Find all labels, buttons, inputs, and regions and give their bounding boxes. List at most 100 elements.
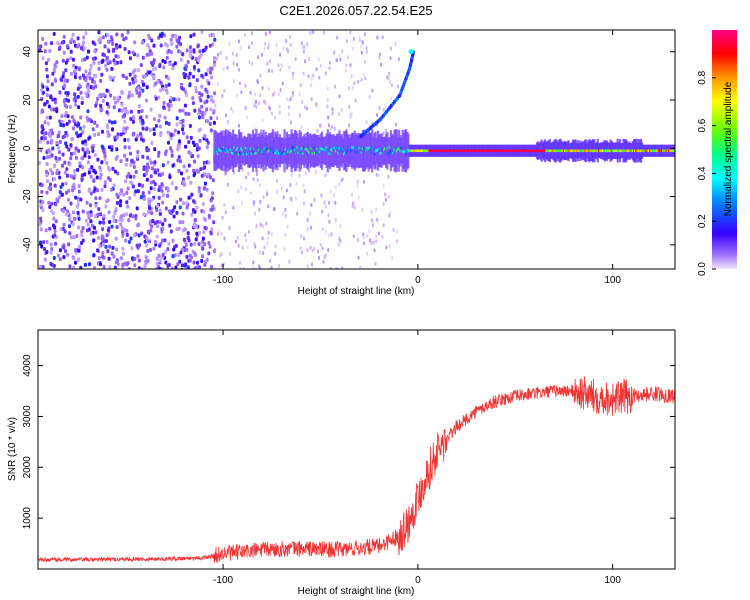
spectrogram-sparse-cell: [375, 239, 378, 244]
carrier-core: [216, 152, 219, 156]
carrier-core: [426, 149, 429, 153]
spectrogram-noise-cell: [166, 263, 170, 268]
carrier-core: [615, 149, 618, 153]
snr-frame: [37, 329, 676, 570]
spectrogram-sparse-cell: [362, 232, 365, 237]
spectrogram-noise-cell: [204, 260, 208, 265]
carrier-core: [393, 148, 396, 151]
spectrogram-noise-cell: [161, 171, 164, 176]
carrier-core: [267, 150, 270, 154]
spectrogram-noise-cell: [64, 130, 68, 135]
carrier-core: [285, 151, 288, 155]
spectrogram-sparse-cell: [339, 238, 342, 243]
spectrogram-sparse-cell: [246, 245, 249, 250]
spectrogram-noise-cell: [156, 79, 160, 84]
spectrogram-sparse-cell: [376, 35, 379, 40]
spectrogram-noise-cell: [180, 86, 184, 91]
spectrogram-noise-cell: [73, 169, 76, 173]
spectrogram-sparse-cell: [228, 226, 231, 231]
spectrogram-noise-cell: [193, 266, 197, 269]
spectrogram-sparse-cell: [270, 266, 273, 269]
spectrogram-sparse-cell: [261, 86, 264, 90]
carrier-core: [623, 149, 626, 153]
spectrogram-noise-cell: [102, 213, 106, 218]
carrier-core: [596, 149, 599, 153]
carrier-core: [461, 149, 464, 153]
spectrogram-sparse-cell: [306, 227, 309, 232]
carrier-core: [236, 147, 239, 150]
carrier-halo: [258, 137, 262, 165]
spectrogram-sparse-cell: [334, 185, 337, 190]
spectrogram-sparse-cell: [368, 229, 371, 234]
spectrogram-noise-cell: [189, 135, 193, 140]
spectrogram-noise-cell: [58, 42, 62, 47]
spectrogram-noise-cell: [161, 193, 165, 198]
colorbar-tick-label: 0.6: [697, 118, 708, 132]
carrier-core: [538, 149, 541, 153]
spectrogram-noise-cell: [70, 37, 74, 42]
spectrogram-sparse-cell: [362, 72, 365, 77]
spectrogram-noise-cell: [115, 225, 119, 230]
spectrogram-noise-cell: [204, 45, 208, 50]
spectrogram-sparse-cell: [394, 122, 397, 127]
spectrogram-noise-cell: [137, 222, 140, 227]
spectrogram-noise-cell: [181, 127, 185, 132]
carrier-halo: [279, 137, 283, 164]
spectrogram-noise-cell: [45, 190, 49, 195]
spectrogram-noise-cell: [89, 191, 93, 196]
spectrogram-noise-cell: [138, 243, 141, 248]
spectrogram-sparse-cell: [236, 235, 239, 240]
spectrogram-noise-cell: [178, 50, 182, 55]
spectrogram-noise-cell: [81, 73, 85, 78]
spectrogram-noise-cell: [170, 149, 174, 154]
spectrogram-noise-cell: [46, 79, 50, 84]
spectrogram-noise-cell: [88, 203, 92, 208]
spectrogram-noise-cell: [195, 78, 199, 83]
spectrogram-noise-cell: [107, 145, 111, 150]
spectrogram-noise-cell: [174, 186, 178, 191]
spectrogram-noise-cell: [162, 100, 166, 105]
spectrogram-noise-cell: [152, 75, 156, 79]
spectrogram-noise-cell: [68, 162, 72, 167]
spectrogram-noise-cell: [74, 195, 78, 200]
spectrogram-noise-cell: [77, 148, 81, 153]
spectrogram-noise-cell: [100, 160, 104, 165]
spectrogram-sparse-cell: [278, 263, 280, 268]
spectrogram-sparse-cell: [231, 51, 234, 56]
carrier-core: [671, 149, 674, 153]
carrier-core: [219, 149, 222, 152]
spectrogram-noise-cell: [209, 175, 212, 180]
spectrogram-sparse-cell: [286, 224, 289, 229]
spectrogram-noise-cell: [113, 100, 117, 105]
carrier-core: [595, 149, 598, 153]
spectrogram-sparse-cell: [304, 59, 306, 64]
carrier-core: [265, 147, 269, 150]
spectrogram-noise-cell: [180, 263, 184, 268]
carrier-core: [360, 151, 363, 155]
spectrogram-noise-cell: [202, 230, 206, 235]
carrier-core: [264, 149, 267, 152]
spectrogram-sparse-cell: [303, 189, 306, 194]
spectrogram-noise-cell: [61, 182, 65, 187]
spectrogram-sparse-cell: [371, 223, 374, 228]
spectrogram-noise-cell: [62, 209, 66, 214]
spectrogram-sparse-cell: [289, 42, 292, 47]
spectrogram-sparse-cell: [357, 79, 360, 84]
spectrogram-sparse-cell: [259, 250, 262, 255]
spectrogram-noise-cell: [41, 265, 45, 269]
spectrogram-noise-cell: [130, 93, 134, 98]
spectrogram-noise-cell: [177, 97, 181, 102]
carrier-halo: [371, 129, 374, 173]
carrier-core: [296, 146, 299, 149]
spectrogram-sparse-cell: [319, 123, 322, 128]
carrier-core: [444, 149, 447, 153]
spectrogram-sparse-cell: [334, 200, 337, 205]
spectrogram-noise-cell: [93, 80, 97, 85]
spectrogram-sparse-cell: [303, 45, 306, 49]
spectrogram-noise-cell: [105, 67, 109, 72]
spectrogram-sparse-cell: [222, 67, 225, 72]
spectrogram-noise-cell: [49, 250, 53, 255]
spectrogram-noise-cell: [53, 225, 57, 230]
spectrogram-sparse-cell: [274, 115, 277, 120]
spectrogram-sparse-cell: [316, 103, 319, 108]
